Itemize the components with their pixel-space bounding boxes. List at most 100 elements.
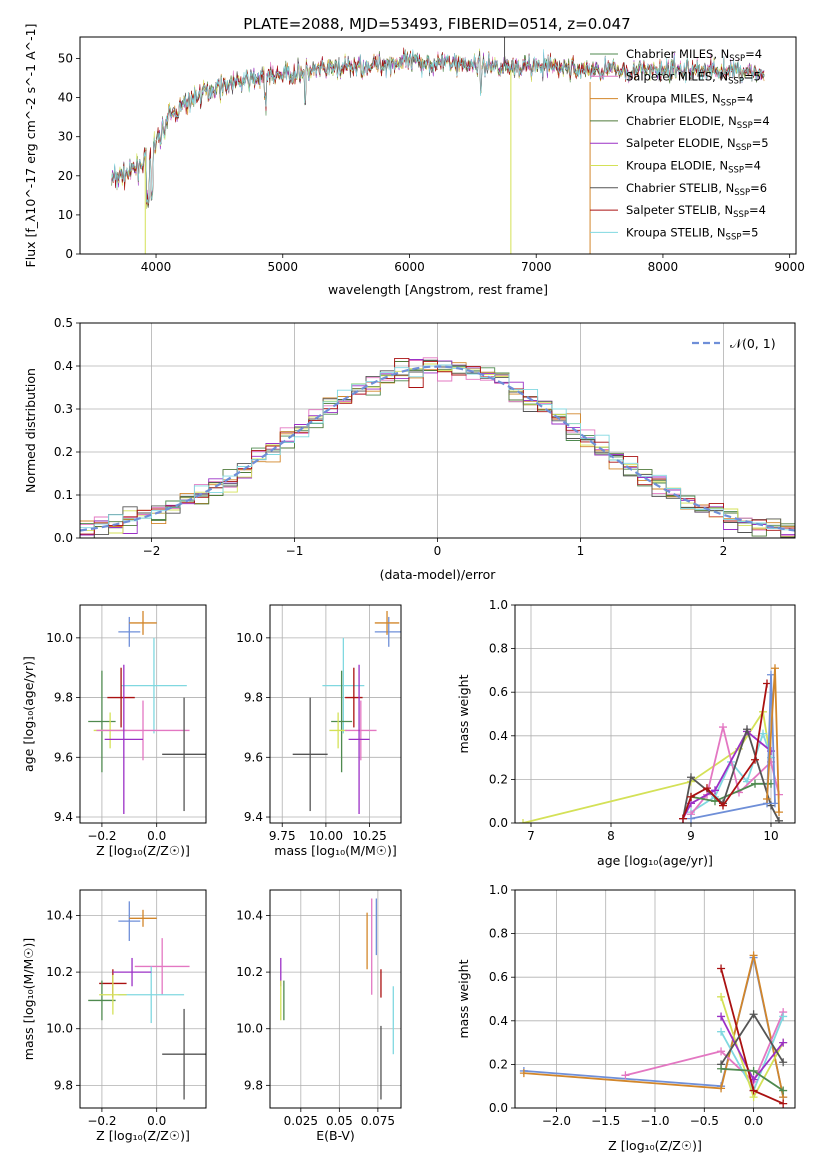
mass-age-point-5 [329, 712, 347, 749]
spectrum-legend: Chabrier MILES, NSSP=4 Salpeter MILES, NS… [590, 47, 770, 242]
y-tick-label: 0.6 [489, 970, 508, 984]
age-weight-marker [771, 799, 779, 808]
z-age-point-4 [88, 670, 116, 773]
ebv-mass-plot-area [270, 890, 401, 1108]
mass-age-point-7 [348, 664, 370, 815]
y-tick-label: 0.5 [54, 316, 73, 330]
age-weight-marker [687, 773, 695, 782]
x-tick-label: 10.00 [309, 829, 343, 843]
age-weight-marker [763, 795, 771, 804]
z-weight-marker [779, 1099, 788, 1108]
legend-entry-2: Kroupa MILES, NSSP=4 [626, 92, 753, 109]
y-tick-label: 1.0 [489, 883, 508, 897]
x-tick-label: 8000 [648, 260, 679, 274]
age-weight-marker [771, 664, 779, 673]
z-weight-marker [779, 1012, 788, 1021]
legend-subscript: SSP [737, 121, 753, 131]
y-tick-label: 0.2 [489, 772, 508, 786]
legend-entry-5: Kroupa ELODIE, NSSP=4 [626, 159, 761, 176]
z-weight-marker [717, 992, 726, 1001]
mass-age-point-4 [331, 670, 353, 773]
axes-frame [79, 322, 796, 539]
x-tick-label: 6000 [394, 260, 425, 274]
y-tick-label: 10.0 [46, 631, 73, 645]
z-mass-plot-area [80, 890, 206, 1108]
age-weight-marker [711, 797, 719, 806]
x-tick-label: 4000 [141, 260, 172, 274]
y-tick-label: 30 [58, 130, 73, 144]
z-weight-marker [519, 1069, 528, 1078]
z-mass-point-2 [134, 938, 190, 995]
z-mass-point-5 [112, 957, 152, 987]
mass-age-point-1 [374, 610, 400, 635]
age-weight-marker [751, 755, 759, 764]
z-weight-marker [621, 1071, 630, 1080]
x-tick-label: 0 [434, 544, 442, 558]
z-weight-series-2 [625, 1011, 785, 1084]
age-weight-marker [679, 814, 687, 823]
z-age-point-7 [104, 664, 143, 815]
x-tick-label: −1 [286, 544, 304, 558]
y-tick-label: 0.2 [489, 1057, 508, 1071]
z-mass-point-0 [118, 901, 141, 941]
legend-count: =5 [744, 69, 761, 83]
z-weight-marker [779, 1086, 788, 1095]
x-tick-label: 0.0 [147, 1114, 166, 1128]
y-tick-label: 0.4 [489, 1014, 508, 1028]
y-tick-label: 0.4 [489, 729, 508, 743]
legend-subscript: SSP [728, 76, 744, 86]
y-tick-label: 9.6 [54, 750, 73, 764]
y-tick-label: 20 [58, 169, 73, 183]
y-tick-label: 50 [58, 52, 73, 66]
z-weight-marker [717, 1084, 726, 1093]
spectrum-plot-area [111, 37, 765, 254]
x-tick-label: 10.25 [352, 829, 386, 843]
mass-age-point-6 [345, 700, 377, 761]
mass-age-point-2 [322, 637, 365, 734]
age-weight-marker [687, 792, 695, 801]
z-weight-series-1 [523, 955, 785, 1098]
legend-count: =5 [752, 136, 769, 150]
y-tick-label: 0.4 [54, 359, 73, 373]
legend-count: =4 [749, 203, 766, 217]
legend-subscript: SSP [733, 210, 749, 220]
legend-count: =4 [753, 114, 770, 128]
age-weight-axes: 7 8 9 10 0.0 0.2 0.4 0.6 0.8 1.0 age [log₁₀(age/yr… [456, 598, 796, 868]
mass-age-axes: 9.75 10.00 10.25 9.4 9.6 9.8 10.0 mass [log₁₀(M… [236, 604, 402, 858]
x-tick-label: 8 [607, 829, 615, 843]
x-tick-label: 9.75 [269, 829, 296, 843]
legend-subscript: SSP [721, 99, 737, 109]
axes-frame [269, 889, 402, 1109]
x-tick-label: −1.5 [591, 1114, 620, 1128]
spectrum-axes: 4000 5000 6000 7000 8000 9000 0 10 20 30 40 50 wavel… [23, 24, 805, 297]
y-tick-label: 0.8 [489, 927, 508, 941]
age-weight-marker [719, 801, 727, 810]
x-axis-label: wavelength [Angstrom, rest frame] [328, 282, 548, 297]
y-tick-label: 9.4 [54, 810, 73, 824]
y-tick-label: 0.0 [54, 531, 73, 545]
y-tick-label: 10.2 [236, 965, 263, 979]
z-age-axes: −0.2 0.0 9.4 9.6 9.8 10.0 Z [log₁₀(Z/Z☉)] age [… [21, 604, 207, 858]
ebv-mass-axes: 0.025 0.05 0.075 9.8 10.0 10.2 10.4 E(B-V) [236, 889, 402, 1143]
x-tick-label: 0.0 [744, 1114, 763, 1128]
y-axis-label: age [log₁₀(age/yr)] [21, 656, 36, 772]
z-mass-axes: −0.2 0.0 9.8 10.0 10.2 10.4 Z [log₁₀(Z/Z☉)] mas… [21, 889, 207, 1143]
axes-frame [79, 889, 207, 1109]
legend-entry-7: Salpeter STELIB, NSSP=4 [626, 203, 766, 220]
y-axis-label: Flux [f_λ10^-17 erg cm^-2 s^-1 A^-1] [23, 24, 38, 268]
legend-count: =6 [750, 181, 767, 195]
age-weight-plot-area [515, 605, 795, 823]
y-tick-label: 10.0 [236, 1022, 263, 1036]
y-axis-label: Normed distribution [23, 368, 38, 493]
y-tick-label: 10.0 [46, 1022, 73, 1036]
z-age-point-3 [107, 667, 135, 728]
z-weight-plot-area [515, 890, 795, 1108]
age-weight-marker [743, 725, 751, 734]
spectrum-line-8 [111, 49, 765, 204]
y-tick-label: 10.4 [46, 908, 73, 922]
legend-entry-6: Chabrier STELIB, NSSP=6 [626, 181, 767, 198]
legend-entry-1: Salpeter MILES, NSSP=5 [626, 69, 761, 86]
z-mass-point-8 [162, 1008, 206, 1100]
x-tick-label: 0.025 [284, 1114, 318, 1128]
z-weight-marker [717, 1027, 726, 1036]
